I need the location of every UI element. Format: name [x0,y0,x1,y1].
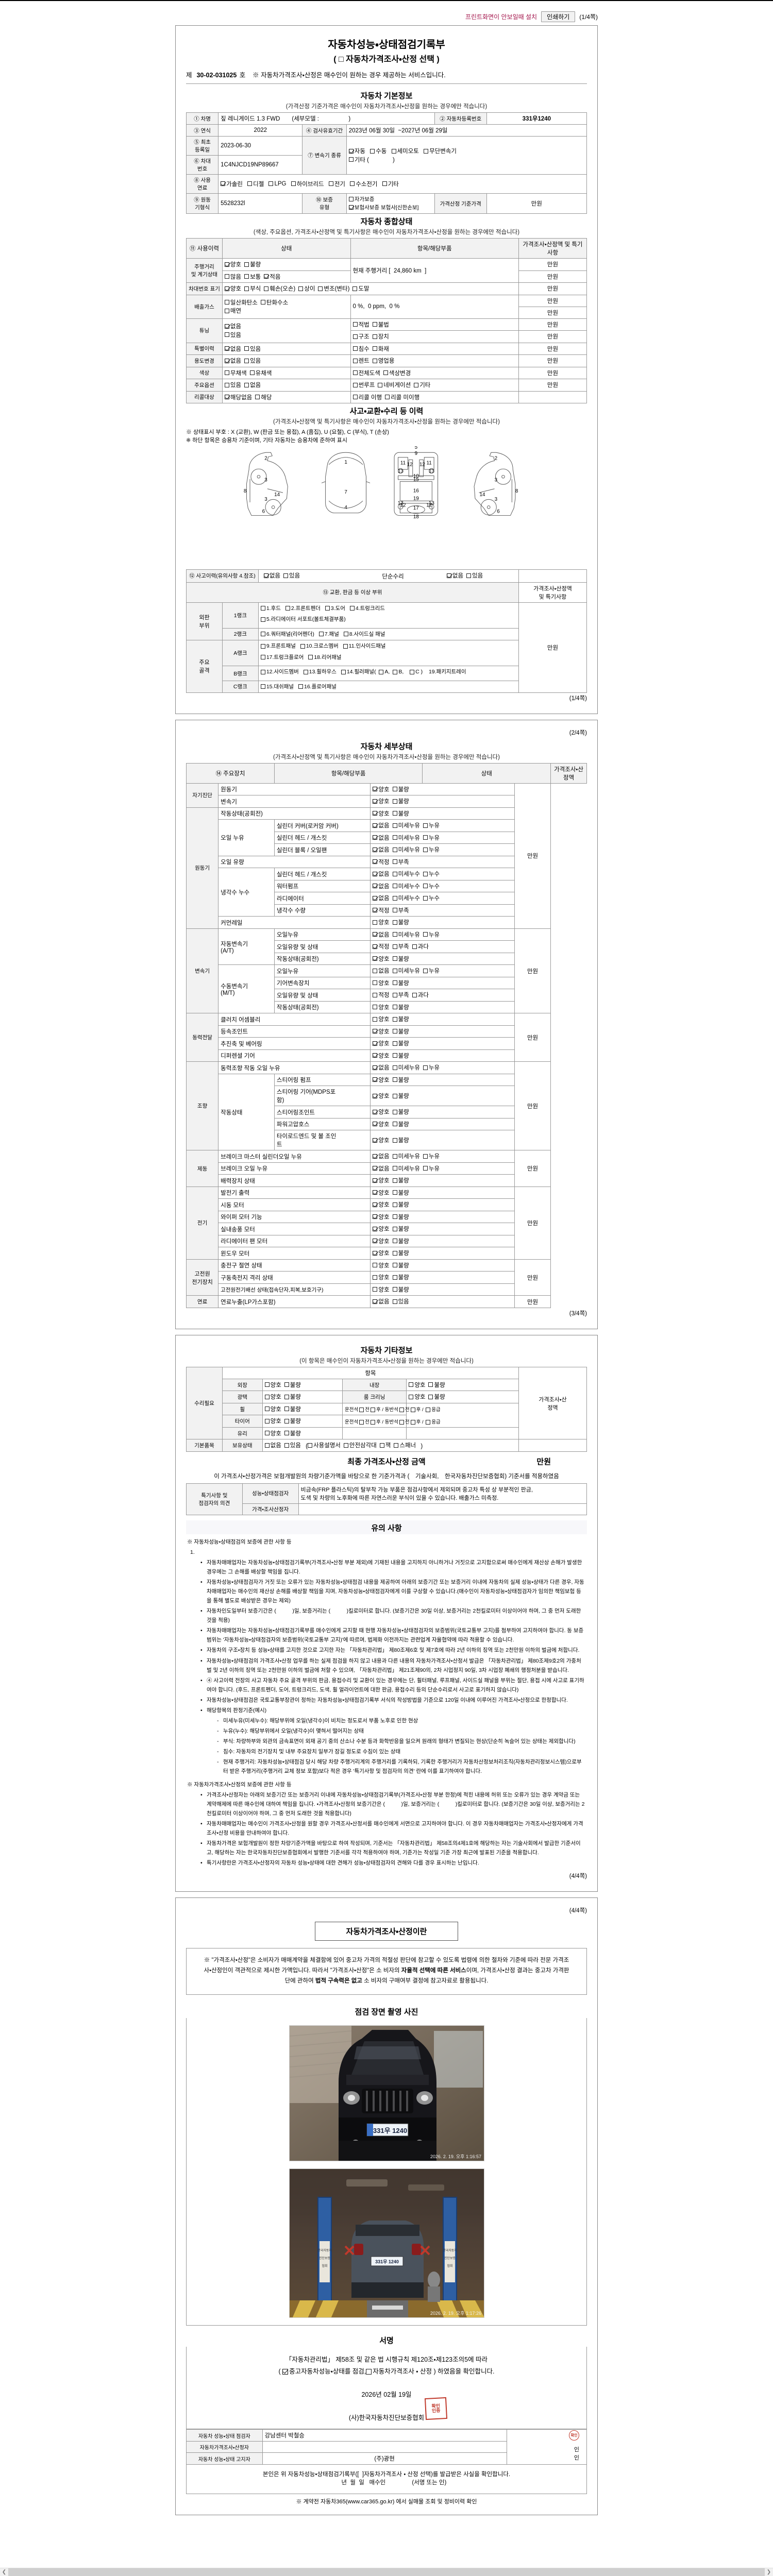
svg-text:3: 3 [264,497,267,502]
svg-text:6: 6 [497,509,500,515]
svg-text:18: 18 [413,514,419,520]
svg-text:12: 12 [407,462,413,468]
svg-text:15: 15 [413,477,419,483]
svg-text:13: 13 [429,501,434,506]
svg-text:11: 11 [427,461,432,466]
svg-text:한국자동차: 한국자동차 [443,2248,457,2252]
svg-text:331우 1240: 331우 1240 [375,2259,399,2264]
svg-text:2026. 2. 19. 오후 1:17:26: 2026. 2. 19. 오후 1:17:26 [430,2311,481,2316]
svg-text:9: 9 [415,451,418,456]
svg-text:2: 2 [495,455,497,461]
svg-text:진단보증: 진단보증 [444,2256,456,2260]
svg-text:6: 6 [262,509,265,515]
svg-text:3: 3 [495,497,498,502]
svg-text:19: 19 [413,496,419,501]
svg-text:14: 14 [480,492,485,498]
svg-text:협회: 협회 [447,2264,452,2268]
svg-text:3: 3 [495,478,498,483]
svg-text:11: 11 [400,461,406,466]
svg-text:13: 13 [398,469,404,474]
svg-text:2: 2 [264,455,267,461]
svg-text:1: 1 [344,460,347,465]
svg-text:진단보증: 진단보증 [318,2256,330,2260]
svg-text:13: 13 [429,469,434,474]
svg-text:16: 16 [413,488,419,494]
svg-text:4: 4 [344,505,347,511]
svg-text:8: 8 [515,488,518,494]
svg-text:331우 1240: 331우 1240 [373,2127,407,2134]
svg-text:14: 14 [274,492,280,498]
svg-text:2026. 2. 19. 오후 1:16:57: 2026. 2. 19. 오후 1:16:57 [430,2154,481,2159]
svg-text:8: 8 [244,488,247,494]
svg-text:협회: 협회 [322,2264,327,2268]
svg-text:17: 17 [413,505,419,511]
svg-text:13: 13 [398,501,404,506]
svg-text:5: 5 [415,446,418,450]
svg-text:한국자동차: 한국자동차 [317,2248,332,2252]
svg-text:12: 12 [419,462,425,468]
svg-text:7: 7 [344,489,347,495]
svg-text:3: 3 [264,478,267,483]
